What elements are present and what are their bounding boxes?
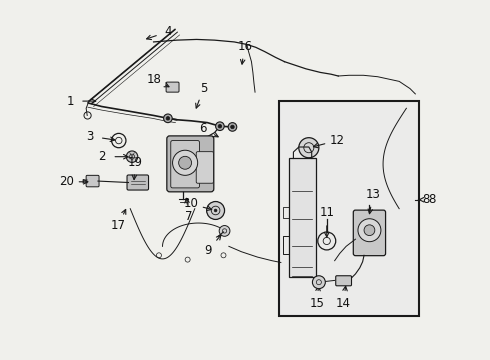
Text: 2: 2 <box>98 150 106 163</box>
FancyBboxPatch shape <box>127 175 148 190</box>
Text: 1: 1 <box>66 95 74 108</box>
Bar <box>289 158 316 277</box>
FancyBboxPatch shape <box>196 152 214 183</box>
Circle shape <box>214 209 217 212</box>
Text: 11: 11 <box>319 207 334 220</box>
Text: 4: 4 <box>165 25 172 38</box>
Text: 17: 17 <box>111 219 125 232</box>
Circle shape <box>179 156 192 169</box>
Circle shape <box>164 114 172 123</box>
Text: 14: 14 <box>336 297 351 310</box>
Text: 19: 19 <box>128 156 143 168</box>
FancyBboxPatch shape <box>353 210 386 256</box>
FancyBboxPatch shape <box>167 136 214 192</box>
FancyBboxPatch shape <box>171 140 199 188</box>
Text: 9: 9 <box>205 244 212 257</box>
Text: 13: 13 <box>366 188 381 201</box>
Circle shape <box>219 226 230 236</box>
Circle shape <box>231 125 234 129</box>
Text: 20: 20 <box>59 175 74 188</box>
Text: 6: 6 <box>199 122 207 135</box>
Circle shape <box>126 151 138 162</box>
FancyBboxPatch shape <box>166 82 179 92</box>
FancyBboxPatch shape <box>336 276 351 286</box>
Text: 10: 10 <box>183 198 198 211</box>
Text: 16: 16 <box>237 40 252 53</box>
FancyBboxPatch shape <box>86 175 99 187</box>
Circle shape <box>218 125 221 128</box>
Text: 8: 8 <box>422 193 429 206</box>
Text: 12: 12 <box>330 134 344 147</box>
Circle shape <box>166 117 170 120</box>
Circle shape <box>228 123 237 131</box>
Circle shape <box>299 138 319 158</box>
Circle shape <box>364 225 375 235</box>
Circle shape <box>313 276 325 289</box>
Text: 18: 18 <box>147 73 162 86</box>
Bar <box>279 101 419 316</box>
Circle shape <box>172 150 197 175</box>
Text: 5: 5 <box>200 82 207 95</box>
Circle shape <box>358 219 381 242</box>
Text: 15: 15 <box>309 297 324 310</box>
Text: 8: 8 <box>428 193 435 206</box>
Text: 3: 3 <box>86 130 94 143</box>
Circle shape <box>207 202 224 220</box>
Circle shape <box>216 122 224 131</box>
Text: 7: 7 <box>185 210 193 223</box>
Bar <box>279 101 419 316</box>
